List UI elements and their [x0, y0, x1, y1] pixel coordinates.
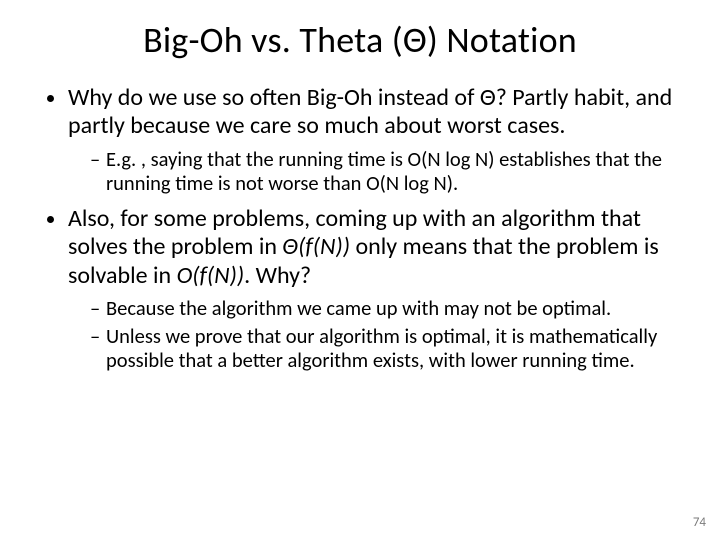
bullet-item: Why do we use so often Big-Oh instead of…	[68, 84, 676, 195]
sub-bullet-list: E.g. , saying that the running time is O…	[68, 147, 676, 195]
sub-bullet-item: E.g. , saying that the running time is O…	[90, 147, 676, 195]
bullet-text-italic: Θ(f(N))	[282, 232, 350, 261]
bullet-item: Also, for some problems, coming up with …	[68, 205, 676, 373]
bullet-text: Why do we use so often Big-Oh instead of…	[68, 83, 672, 140]
slide: Big-Oh vs. Theta (Θ) Notation Why do we …	[0, 0, 720, 540]
bullet-text-post: . Why?	[244, 261, 311, 290]
sub-bullet-item: Unless we prove that our algorithm is op…	[90, 324, 676, 372]
sub-bullet-list: Because the algorithm we came up with ma…	[68, 296, 676, 373]
sub-bullet-text: E.g. , saying that the running time is O…	[106, 146, 662, 196]
page-number: 74	[693, 515, 706, 530]
sub-bullet-item: Because the algorithm we came up with ma…	[90, 296, 676, 320]
bullet-text-italic: O(f(N))	[177, 261, 245, 290]
sub-bullet-text: Unless we prove that our algorithm is op…	[106, 323, 657, 373]
slide-title: Big-Oh vs. Theta (Θ) Notation	[44, 18, 676, 62]
bullet-list: Why do we use so often Big-Oh instead of…	[44, 84, 676, 373]
sub-bullet-text: Because the algorithm we came up with ma…	[106, 295, 611, 321]
